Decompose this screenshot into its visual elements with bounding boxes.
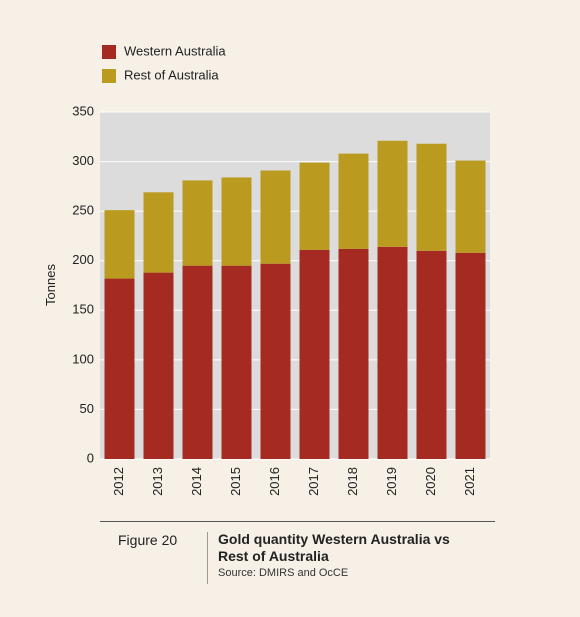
bar-segment [104,278,135,459]
legend-label: Rest of Australia [124,67,219,82]
legend-swatch [102,45,116,59]
x-tick-label: 2014 [189,467,204,496]
bar-segment [416,143,447,251]
x-tick-label: 2018 [345,467,360,496]
bar-segment [143,192,174,273]
separator [207,532,208,584]
figure-label: Figure 20 [118,532,178,548]
x-tick-label: 2012 [111,467,126,496]
y-tick-label: 300 [72,153,94,168]
bar-segment [299,162,330,250]
chart-title: Gold quantity Western Australia vs Rest … [218,531,450,564]
x-tick-label: 2016 [267,467,282,496]
legend-swatch [102,69,116,83]
bar-segment [338,248,369,459]
x-tick-label: 2020 [423,467,438,496]
bar-segment [182,180,213,266]
y-tick-label: 100 [72,351,94,366]
bar-segment [299,249,330,459]
bar-segment [260,263,291,459]
bar-segment [260,170,291,264]
y-axis-label: Tonnes [43,264,58,306]
x-tick-label: 2021 [462,467,477,496]
bar-segment [104,210,135,279]
y-tick-label: 250 [72,203,94,218]
bar-segment [182,265,213,459]
bar-segment [143,272,174,459]
x-tick-label: 2019 [384,467,399,496]
chart: 0 50 100 150 200 250 300 350 Tonnes Western Austr… [43,43,490,496]
y-tick-label: 150 [72,302,94,317]
y-tick-label: 0 [87,450,94,465]
y-tick-label: 50 [80,401,94,416]
bar-segment [377,140,408,247]
bar-segment [221,177,252,266]
x-tick-label: 2013 [150,467,165,496]
bar-segment [221,265,252,459]
legend-label: Western Australia [124,43,226,58]
source: Source: DMIRS and OcCE [218,567,349,579]
y-tick-label: 200 [72,252,94,267]
x-tick-label: 2017 [306,467,321,496]
bar-segment [455,160,486,253]
bar-segment [377,246,408,459]
x-tick-label: 2015 [228,467,243,496]
caption: Figure 20 Gold quantity Western Australi… [100,521,495,584]
bar-segment [338,153,369,249]
bar-segment [455,252,486,459]
bar-segment [416,250,447,459]
y-tick-label: 350 [72,103,94,118]
